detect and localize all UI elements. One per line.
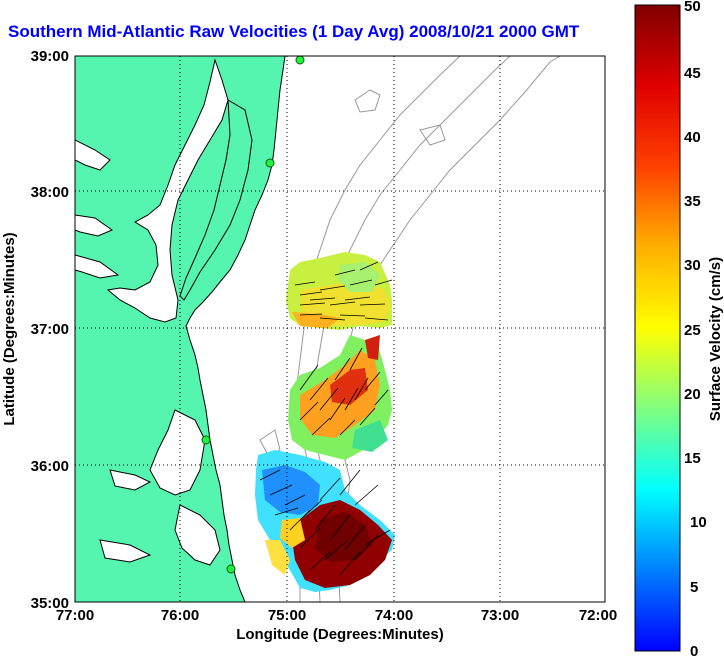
colorbar-tick-label: 5 (690, 579, 698, 596)
eastern-shore (179, 99, 253, 301)
x-tick-labels: 77:00 76:00 75:00 74:00 73:00 72:00 (56, 607, 617, 624)
x-tick-label: 74:00 (375, 607, 413, 624)
map-title: Southern Mid-Atlantic Raw Velocities (1 … (8, 22, 580, 41)
colorbar-tick-label: 20 (684, 386, 701, 403)
y-axis-label: Latitude (Degrees:Minutes) (1, 232, 18, 425)
plot-frame (74, 55, 606, 603)
colorbar-tick-label: 25 (684, 322, 701, 339)
x-tick-label: 77:00 (56, 607, 94, 624)
colorbar-tick-label: 35 (684, 193, 701, 210)
y-tick-label: 35:00 (31, 595, 69, 612)
velocity-arrows (259, 261, 393, 576)
colorbar (634, 4, 681, 652)
y-tick-label: 38:00 (31, 184, 69, 201)
x-tick-label: 76:00 (161, 607, 199, 624)
x-tick-label: 73:00 (481, 607, 519, 624)
y-tick-labels: 39:00 38:00 37:00 36:00 35:00 (31, 48, 69, 612)
grid (75, 56, 605, 602)
y-tick-label: 36:00 (31, 458, 69, 475)
colorbar-tick-label: 15 (684, 450, 701, 467)
radar-stations (201, 56, 305, 574)
colorbar-tick-label: 30 (684, 257, 701, 274)
colorbar-label: Surface Velocity (cm/s) (707, 257, 724, 421)
y-tick-label: 39:00 (31, 48, 69, 65)
x-tick-label: 72:00 (579, 607, 617, 624)
y-tick-label: 37:00 (31, 321, 69, 338)
x-tick-label: 75:00 (268, 607, 306, 624)
colorbar-tick-label: 45 (684, 65, 701, 82)
colorbar-tick-label: 50 (684, 0, 701, 15)
colorbar-tick-label: 40 (684, 129, 701, 146)
colorbar-tick-label: 10 (690, 514, 707, 531)
colorbar-tick-label: 0 (690, 643, 698, 659)
x-axis-label: Longitude (Degrees:Minutes) (236, 626, 444, 643)
colorbar-tick-labels: 50 45 40 35 30 25 20 15 10 5 0 (684, 0, 707, 659)
